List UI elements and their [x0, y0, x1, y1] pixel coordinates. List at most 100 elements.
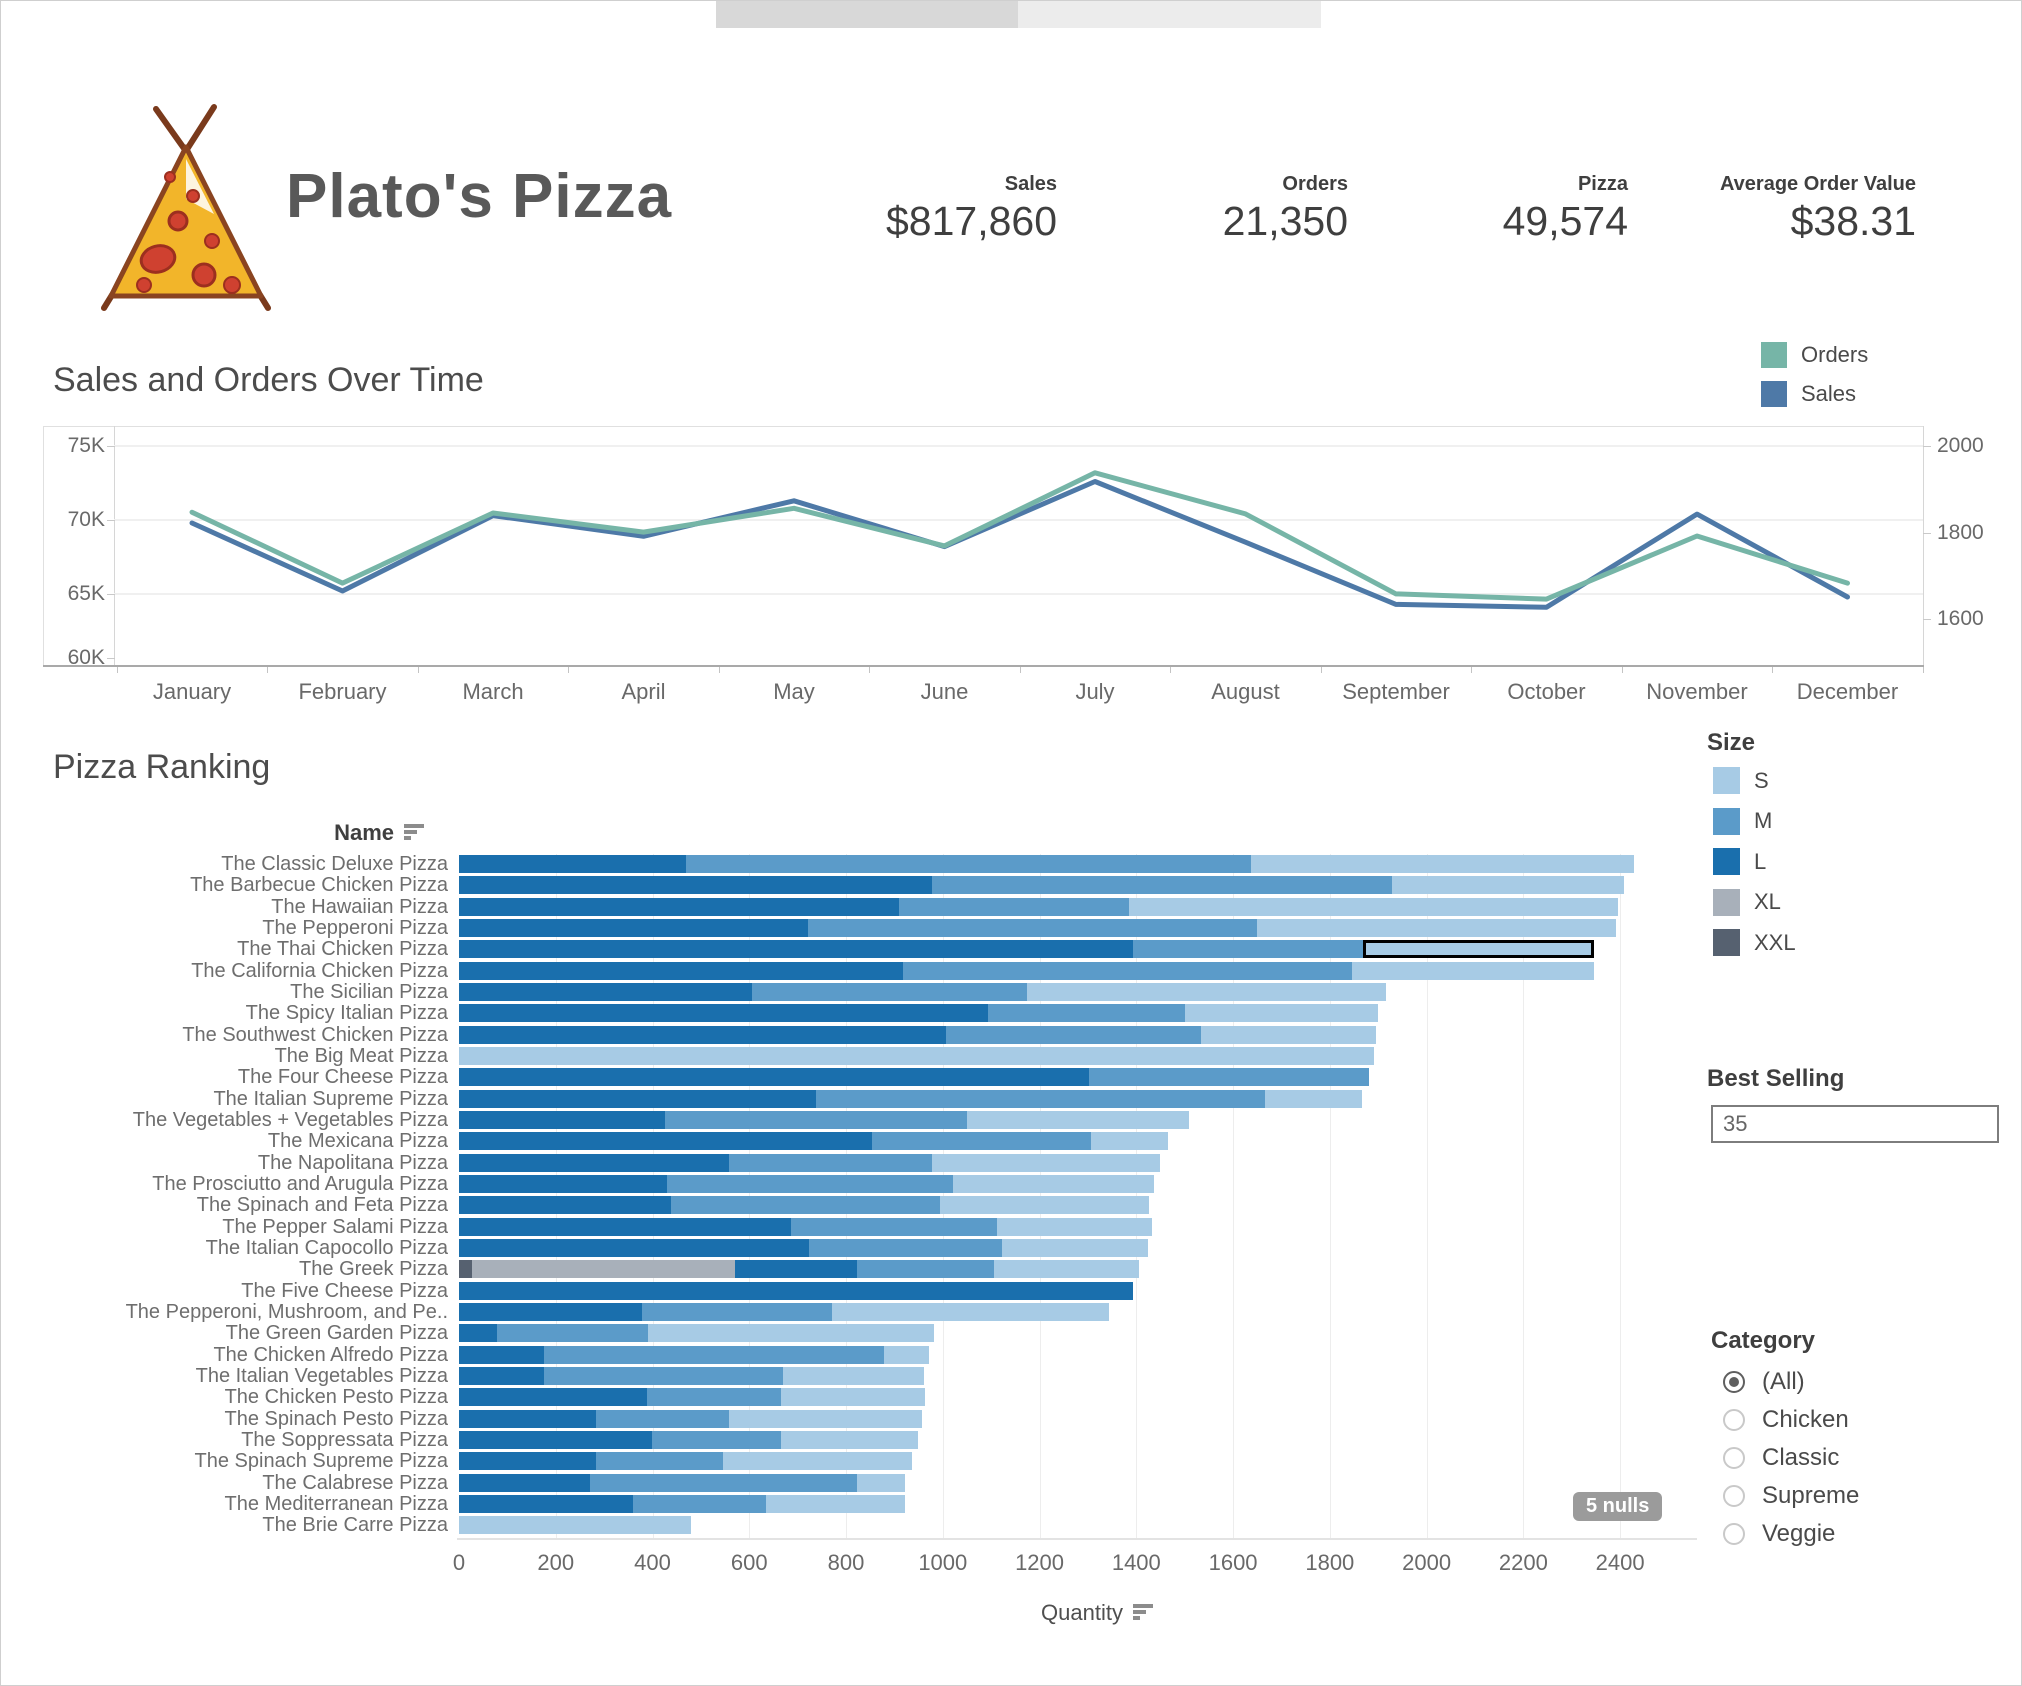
bar-segment-s[interactable]: [781, 1388, 925, 1407]
bar-segment-l[interactable]: [459, 1089, 816, 1108]
bar-segment-s[interactable]: [1257, 918, 1617, 937]
line-chart-canvas[interactable]: [114, 426, 1923, 665]
bar-segment-s[interactable]: [1352, 961, 1594, 980]
pizza-name-label[interactable]: The Barbecue Chicken Pizza: [190, 874, 448, 897]
pizza-name-label[interactable]: The Mediterranean Pizza: [224, 1492, 448, 1515]
bar-segment-l[interactable]: [459, 1217, 791, 1236]
bar-segment-m[interactable]: [685, 855, 1251, 873]
bar-segment-m[interactable]: [946, 1025, 1202, 1044]
bar-segment-l[interactable]: [459, 961, 904, 980]
bar-segment-xxl[interactable]: [459, 1260, 473, 1279]
bar-segment-l[interactable]: [459, 1473, 591, 1492]
pizza-name-label[interactable]: The Spinach Supreme Pizza: [194, 1450, 448, 1473]
bar-segment-l[interactable]: [459, 1302, 642, 1321]
bar-segment-m[interactable]: [808, 1238, 1002, 1257]
size-legend-item-m[interactable]: M: [1713, 807, 1796, 835]
bar-segment-m[interactable]: [590, 1473, 858, 1492]
radio-icon[interactable]: [1723, 1485, 1745, 1507]
size-legend-item-l[interactable]: L: [1713, 848, 1796, 875]
bar-segment-s[interactable]: [939, 1196, 1149, 1215]
bar-segment-s[interactable]: [1362, 940, 1594, 959]
category-option-classic[interactable]: Classic: [1723, 1444, 1859, 1471]
bar-segment-m[interactable]: [790, 1217, 997, 1236]
bar-segment-s[interactable]: [994, 1260, 1140, 1279]
bar-segment-l[interactable]: [459, 1452, 596, 1471]
bar-segment-m[interactable]: [652, 1430, 782, 1449]
bar-segment-s[interactable]: [996, 1217, 1152, 1236]
bar-segment-l[interactable]: [459, 876, 933, 895]
bar-segment-m[interactable]: [752, 982, 1027, 1001]
size-legend-item-xxl[interactable]: XXL: [1713, 929, 1796, 956]
radio-icon[interactable]: [1723, 1523, 1745, 1545]
pizza-name-label[interactable]: The Napolitana Pizza: [257, 1151, 448, 1174]
pizza-name-label[interactable]: The Vegetables + Vegetables Pizza: [132, 1108, 448, 1131]
bar-segment-s[interactable]: [1090, 1132, 1169, 1151]
pizza-name-label[interactable]: The Calabrese Pizza: [262, 1471, 448, 1494]
radio-icon[interactable]: [1723, 1447, 1745, 1469]
pizza-name-label[interactable]: The Spinach and Feta Pizza: [196, 1194, 448, 1217]
bar-segment-m[interactable]: [544, 1366, 784, 1385]
pizza-name-label[interactable]: The Chicken Pesto Pizza: [224, 1386, 448, 1409]
pizza-name-label[interactable]: The Hawaiian Pizza: [271, 895, 448, 918]
bar-segment-l[interactable]: [459, 1110, 666, 1129]
bar-segment-l[interactable]: [459, 1366, 545, 1385]
bar-segment-m[interactable]: [857, 1260, 995, 1279]
bar-segment-m[interactable]: [1132, 940, 1363, 959]
size-legend-item-xl[interactable]: XL: [1713, 888, 1796, 916]
bar-segment-m[interactable]: [544, 1345, 885, 1364]
bar-segment-s[interactable]: [932, 1153, 1161, 1172]
bar-segment-s[interactable]: [831, 1302, 1110, 1321]
pizza-name-label[interactable]: The Brie Carre Pizza: [262, 1514, 448, 1537]
bar-segment-s[interactable]: [728, 1409, 922, 1428]
pizza-name-label[interactable]: The Green Garden Pizza: [225, 1322, 448, 1345]
bar-segment-s[interactable]: [783, 1366, 924, 1385]
pizza-name-label[interactable]: The Spinach Pesto Pizza: [224, 1407, 448, 1430]
bar-segment-m[interactable]: [807, 918, 1258, 937]
orders-line[interactable]: [189, 470, 1850, 602]
bar-segment-l[interactable]: [459, 1494, 634, 1513]
name-column-header[interactable]: Name: [46, 820, 426, 846]
quantity-axis-label[interactable]: Quantity: [1008, 1600, 1188, 1626]
bar-segment-l[interactable]: [734, 1260, 858, 1279]
bar-segment-m[interactable]: [667, 1174, 953, 1193]
bar-segment-l[interactable]: [459, 1409, 596, 1428]
bar-segment-l[interactable]: [459, 918, 808, 937]
category-option-supreme[interactable]: Supreme: [1723, 1482, 1859, 1509]
bar-segment-s[interactable]: [459, 1516, 692, 1535]
pizza-name-label[interactable]: The Southwest Chicken Pizza: [182, 1023, 448, 1046]
bar-segment-m[interactable]: [729, 1153, 933, 1172]
pizza-name-label[interactable]: The Greek Pizza: [299, 1258, 448, 1281]
bar-segment-m[interactable]: [670, 1196, 940, 1215]
category-option-all[interactable]: (All): [1723, 1368, 1859, 1395]
bar-segment-s[interactable]: [1201, 1025, 1376, 1044]
pizza-name-label[interactable]: The Four Cheese Pizza: [237, 1066, 448, 1089]
category-option-veggie[interactable]: Veggie: [1723, 1520, 1859, 1547]
pizza-name-label[interactable]: The Pepper Salami Pizza: [222, 1215, 448, 1238]
pizza-name-label[interactable]: The Pepperoni Pizza: [262, 916, 448, 939]
best-selling-input[interactable]: [1711, 1105, 1999, 1143]
bar-segment-m[interactable]: [665, 1110, 967, 1129]
bar-segment-l[interactable]: [459, 982, 753, 1001]
bar-segment-m[interactable]: [1088, 1068, 1369, 1087]
bar-segment-l[interactable]: [459, 1345, 545, 1364]
bar-segment-s[interactable]: [857, 1473, 906, 1492]
bar-segment-l[interactable]: [459, 1174, 667, 1193]
pizza-name-label[interactable]: The Spicy Italian Pizza: [245, 1002, 448, 1025]
bar-segment-s[interactable]: [952, 1174, 1155, 1193]
bar-segment-s[interactable]: [648, 1324, 934, 1343]
bar-segment-m[interactable]: [647, 1388, 782, 1407]
bar-segment-s[interactable]: [1129, 897, 1618, 916]
bar-segment-m[interactable]: [816, 1089, 1265, 1108]
bar-segment-l[interactable]: [459, 1004, 988, 1023]
pizza-name-label[interactable]: The Classic Deluxe Pizza: [221, 853, 448, 875]
pizza-name-label[interactable]: The Pepperoni, Mushroom, and Pe..: [125, 1300, 448, 1323]
bar-segment-m[interactable]: [903, 961, 1353, 980]
pizza-name-label[interactable]: The California Chicken Pizza: [191, 959, 448, 982]
bar-segment-m[interactable]: [497, 1324, 649, 1343]
bar-segment-s[interactable]: [1001, 1238, 1148, 1257]
bar-segment-l[interactable]: [459, 1025, 947, 1044]
bar-segment-m[interactable]: [872, 1132, 1091, 1151]
pizza-name-label[interactable]: The Italian Capocollo Pizza: [205, 1236, 448, 1259]
bar-segment-m[interactable]: [633, 1494, 767, 1513]
bar-segment-l[interactable]: [459, 1153, 729, 1172]
